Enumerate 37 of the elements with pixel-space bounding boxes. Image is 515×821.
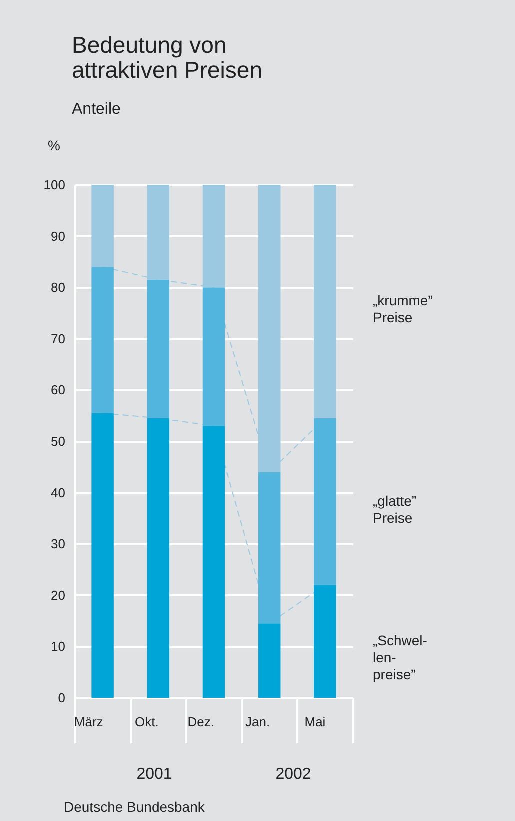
- x-tick-label: Okt.: [135, 714, 159, 730]
- x-tick-label: Dez.: [188, 714, 214, 730]
- y-tick-label: 10: [51, 639, 66, 654]
- y-tick-label: 80: [51, 280, 66, 296]
- x-tick-label: Mai: [304, 714, 326, 730]
- text: 2001: [136, 766, 172, 783]
- y-tick-label: 0: [58, 690, 66, 706]
- text: 2002: [276, 766, 312, 783]
- y-tick-label: 60: [51, 382, 66, 398]
- y-axis-title: %: [48, 138, 60, 154]
- bar: [92, 185, 114, 268]
- text: „Schwel-len-preise”: [373, 632, 428, 683]
- bar: [147, 280, 170, 418]
- y-tick-label: 40: [51, 485, 66, 500]
- text: „krumme” Preise: [373, 292, 434, 326]
- y-tick-label: 20: [51, 588, 66, 603]
- x-tick-label: März: [74, 714, 104, 730]
- x-tick-label: Jan.: [246, 714, 270, 730]
- chart-title: Bedeutung von attraktiven Preisen: [72, 32, 262, 83]
- bar: [147, 418, 170, 698]
- bar: [314, 418, 336, 586]
- y-tick-label: 100: [44, 178, 66, 192]
- text: „glatte” Preise: [373, 492, 417, 526]
- bar: [92, 413, 114, 698]
- y-tick-label: 30: [51, 536, 66, 552]
- text: Deutsche Bundesbank: [64, 799, 206, 815]
- y-tick-label: 70: [51, 331, 66, 346]
- bar: [258, 624, 281, 698]
- bar: [202, 288, 226, 426]
- chart-subtitle: Anteile: [72, 101, 122, 118]
- bar: [314, 585, 336, 698]
- y-tick-label: 50: [51, 434, 66, 449]
- y-tick-label: 90: [51, 228, 66, 244]
- bar: [92, 267, 114, 414]
- bar: [258, 472, 281, 624]
- bar: [202, 426, 226, 698]
- bar: [314, 185, 336, 418]
